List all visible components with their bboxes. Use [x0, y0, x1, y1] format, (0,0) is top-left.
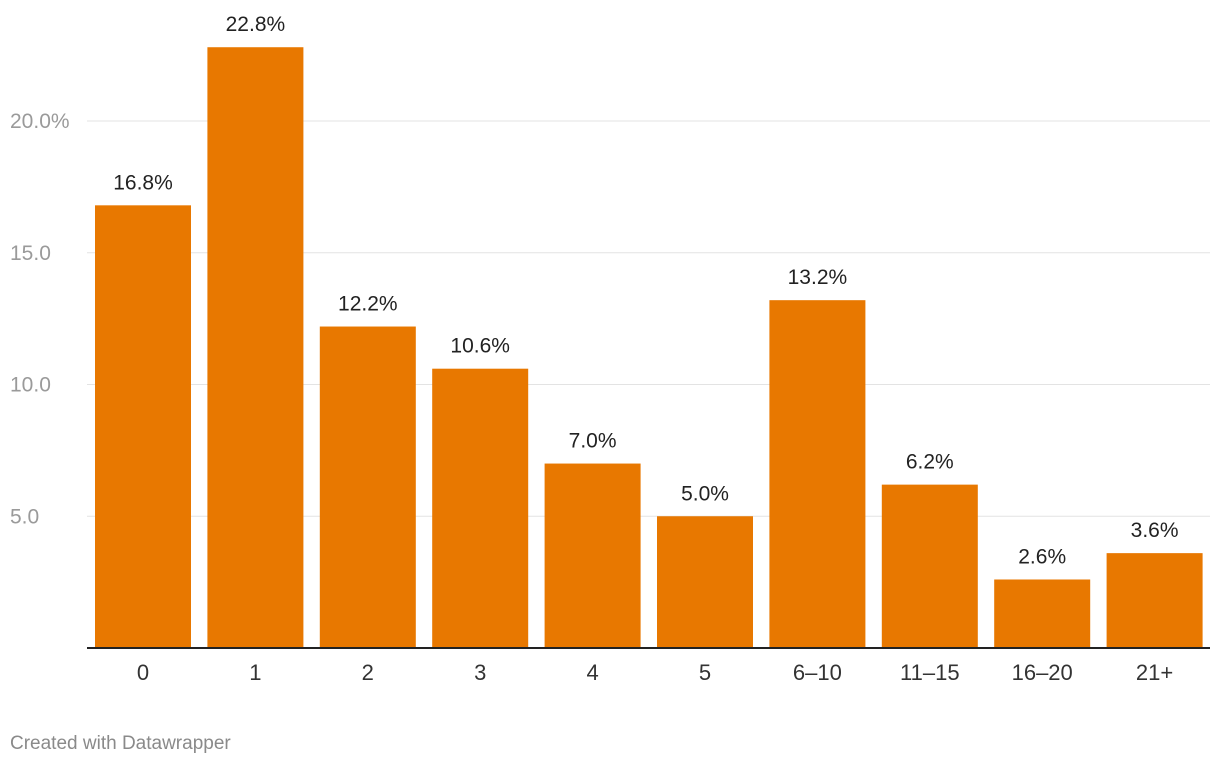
data-label: 5.0%: [681, 482, 729, 505]
x-tick-label: 3: [474, 660, 486, 685]
bar: [544, 463, 641, 648]
x-tick-label: 21+: [1136, 660, 1173, 685]
bar: [769, 300, 866, 648]
x-tick-label: 2: [362, 660, 374, 685]
x-tick-label: 1: [249, 660, 261, 685]
bar: [207, 47, 304, 649]
data-label: 2.6%: [1018, 545, 1066, 568]
bars: [95, 47, 1203, 649]
bar-chart: 5.0 10.0 15.0 20.0% 16.8% 22.8% 12.2% 10.6% 7.0…: [10, 13, 1210, 685]
x-tick-label: 5: [699, 660, 711, 685]
bar: [432, 368, 529, 648]
bar: [95, 205, 191, 648]
x-tick-label: 6–10: [793, 660, 842, 685]
data-label: 7.0%: [569, 430, 617, 453]
data-label: 13.2%: [788, 266, 848, 289]
data-label: 10.6%: [450, 335, 510, 358]
y-axis-ticks: 5.0 10.0 15.0 20.0%: [10, 110, 70, 528]
data-labels: 16.8% 22.8% 12.2% 10.6% 7.0% 5.0% 13.2% 6.2% 2.6…: [113, 13, 1178, 568]
bar: [657, 516, 753, 648]
data-label: 16.8%: [113, 171, 173, 194]
data-label: 12.2%: [338, 293, 398, 316]
data-label: 6.2%: [906, 451, 954, 474]
y-tick-label: 5.0: [10, 505, 39, 528]
x-tick-label: 0: [137, 660, 149, 685]
x-axis-ticks: 0 1 2 3 4 5 6–10 11–15 16–20 21+: [137, 660, 1173, 685]
data-label: 22.8%: [226, 13, 286, 36]
x-tick-label: 4: [586, 660, 598, 685]
x-tick-label: 16–20: [1012, 660, 1073, 685]
credit-text: Created with Datawrapper: [10, 733, 231, 754]
y-tick-label: 15.0: [10, 242, 51, 265]
bar: [881, 484, 978, 648]
bar: [994, 579, 1091, 648]
x-tick-label: 11–15: [900, 660, 960, 685]
y-tick-label: 20.0%: [10, 110, 70, 133]
data-label: 3.6%: [1131, 519, 1179, 542]
bar: [319, 326, 416, 648]
y-tick-label: 10.0: [10, 374, 51, 397]
bar: [1106, 553, 1203, 648]
